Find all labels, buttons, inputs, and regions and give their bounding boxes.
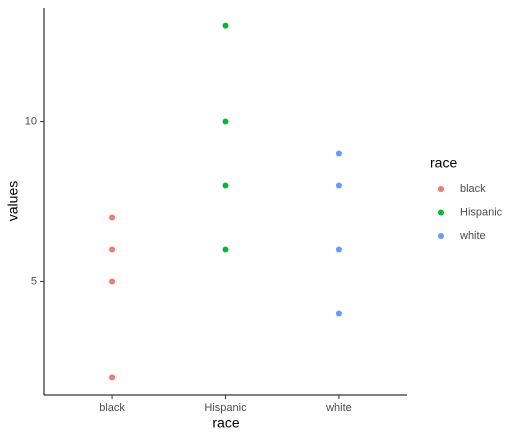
point xyxy=(335,310,342,317)
legend-label: black xyxy=(460,183,486,195)
point xyxy=(109,278,116,285)
x-tick-label: white xyxy=(325,402,352,414)
y-tick-label: 5 xyxy=(31,275,37,287)
x-tick-label: black xyxy=(99,402,125,414)
point xyxy=(222,182,229,189)
point xyxy=(335,246,342,253)
y-axis-title: values xyxy=(5,181,21,221)
point xyxy=(335,150,342,157)
legend-swatch xyxy=(438,233,444,239)
point xyxy=(222,246,229,253)
point xyxy=(109,214,116,221)
point xyxy=(222,22,229,29)
point xyxy=(109,246,116,253)
legend-label: white xyxy=(459,230,486,242)
point xyxy=(222,118,229,125)
legend-label: Hispanic xyxy=(460,206,503,218)
x-tick-label: Hispanic xyxy=(204,402,247,414)
y-tick-label: 10 xyxy=(25,115,37,127)
point xyxy=(109,374,116,381)
legend-swatch xyxy=(438,209,444,216)
legend-title: race xyxy=(430,155,457,171)
x-axis-title: race xyxy=(212,415,239,431)
legend-swatch xyxy=(438,186,444,192)
point xyxy=(335,182,342,189)
